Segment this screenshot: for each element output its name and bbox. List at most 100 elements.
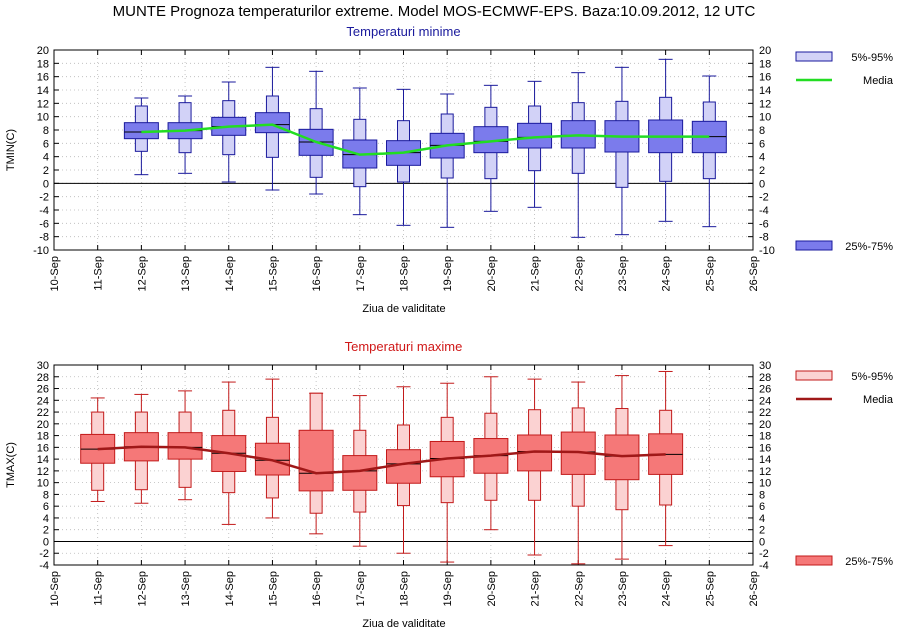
box-23-Sep (604, 375, 640, 560)
y-tick-label-left: 0 (43, 536, 49, 548)
y-tick-label-right: 30 (759, 360, 771, 372)
panel-title: Temperaturi minime (346, 24, 460, 39)
y-tick-label-left: 24 (37, 395, 49, 407)
y-tick-label-right: 28 (759, 372, 771, 384)
y-tick-label-left: 14 (37, 454, 49, 466)
x-tick-label: 15-Sep (267, 256, 279, 291)
y-tick-label-right: 26 (759, 384, 771, 396)
x-axis-label: Ziua de validitate (362, 618, 445, 630)
y-tick-label-right: 2 (759, 525, 765, 537)
box-12-Sep (123, 393, 159, 504)
box-13-Sep (167, 95, 203, 174)
y-tick-label-left: 8 (43, 125, 49, 137)
box-25-75 (167, 432, 203, 460)
box-25-Sep (691, 75, 727, 228)
legend-swatch-5-95 (795, 370, 833, 381)
y-tick-label-left: 28 (37, 372, 49, 384)
y-tick-label-right: 16 (759, 442, 771, 454)
x-tick-label: 22-Sep (573, 571, 585, 606)
y-tick-label-right: 12 (759, 466, 771, 478)
box-14-Sep (211, 81, 247, 183)
x-tick-label: 18-Sep (399, 256, 411, 291)
x-tick-label: 17-Sep (355, 571, 367, 606)
panel-tmin: Temperaturi minime-10 -10-8 -8-6 -6-4 -4-2 -2… (5, 24, 894, 315)
x-tick-label: 13-Sep (180, 571, 192, 606)
panel-title: Temperaturi maxime (345, 339, 463, 354)
box-25-75 (298, 429, 334, 492)
y-tick-label-right: 18 (759, 58, 771, 70)
y-tick-label-left: 6 (43, 501, 49, 513)
y-tick-label-left: 30 (37, 360, 49, 372)
x-tick-label: 16-Sep (311, 571, 323, 606)
y-tick-label-left: 16 (37, 442, 49, 454)
y-tick-label-left: 10 (37, 478, 49, 490)
y-tick-label-left: 0 (43, 178, 49, 190)
y-tick-label-right: 0 (759, 178, 765, 190)
y-tick-label-left: 12 (37, 466, 49, 478)
panel-tmax: Temperaturi maxime-4 -4-2 -20 02 24 46 68 810 10… (5, 339, 894, 630)
y-tick-label-right: 12 (759, 98, 771, 110)
x-tick-label: 15-Sep (267, 571, 279, 606)
y-axis-label: TMAX(C) (5, 442, 17, 488)
y-tick-label-right: 24 (759, 395, 771, 407)
y-tick-label-left: 12 (37, 98, 49, 110)
x-tick-label: 14-Sep (224, 256, 236, 291)
box-19-Sep (429, 93, 465, 228)
box-24-Sep (648, 58, 684, 222)
x-tick-label: 24-Sep (661, 256, 673, 291)
y-tick-label-left: 4 (43, 513, 49, 525)
x-tick-label: 18-Sep (399, 571, 411, 606)
box-18-Sep (386, 386, 421, 554)
box-18-Sep (386, 88, 421, 226)
box-12-Sep (123, 97, 159, 176)
legend-label-5-95: 5%-95% (851, 371, 893, 383)
legend-label-media: Media (863, 394, 894, 406)
media-line (141, 123, 710, 156)
x-tick-label: 25-Sep (704, 571, 716, 606)
x-tick-label: 11-Sep (93, 571, 105, 606)
y-tick-label-left: 20 (37, 419, 49, 431)
y-tick-label-left: -2 (39, 192, 49, 204)
x-tick-label: 21-Sep (530, 256, 542, 291)
x-tick-label: 23-Sep (617, 571, 629, 606)
y-tick-label-right: -8 (759, 232, 769, 244)
box-21-Sep (517, 378, 553, 556)
y-tick-label-right: 10 (759, 478, 771, 490)
box-19-Sep (429, 382, 465, 563)
legend-label-media: Media (863, 75, 894, 87)
x-tick-label: 16-Sep (311, 256, 323, 291)
y-tick-label-right: -2 (759, 548, 769, 560)
box-20-Sep (473, 84, 509, 212)
y-tick-label-left: -2 (39, 548, 49, 560)
x-tick-label: 12-Sep (136, 256, 148, 291)
x-tick-label: 19-Sep (442, 571, 454, 606)
y-tick-label-left: 2 (43, 165, 49, 177)
y-tick-label-right: 4 (759, 152, 765, 164)
legend-swatch-25-75 (795, 240, 833, 251)
x-tick-label: 22-Sep (573, 256, 585, 291)
legend-swatch-5-95 (795, 51, 833, 62)
y-tick-label-left: 10 (37, 112, 49, 124)
y-tick-label-right: 0 (759, 536, 765, 548)
y-tick-label-left: -8 (39, 232, 49, 244)
x-tick-label: 10-Sep (49, 571, 61, 606)
box-16-Sep (298, 70, 334, 195)
y-tick-label-right: 14 (759, 85, 771, 97)
y-tick-label-left: 22 (37, 407, 49, 419)
y-tick-label-left: -4 (39, 560, 49, 572)
y-tick-label-left: 18 (37, 431, 49, 443)
y-tick-label-left: -6 (39, 218, 49, 230)
y-tick-label-right: 4 (759, 513, 765, 525)
y-tick-label-right: -10 (759, 245, 775, 257)
page-title: MUNTE Prognoza temperaturilor extreme. M… (113, 3, 756, 20)
box-22-Sep (560, 381, 596, 565)
legend-label-5-95: 5%-95% (851, 52, 893, 64)
y-tick-label-left: -4 (39, 205, 49, 217)
y-tick-label-left: 18 (37, 58, 49, 70)
box-13-Sep (167, 390, 203, 501)
plot-frame (53, 49, 754, 251)
x-tick-label: 13-Sep (180, 256, 192, 291)
y-tick-label-right: 14 (759, 454, 771, 466)
y-tick-label-right: -4 (759, 205, 769, 217)
